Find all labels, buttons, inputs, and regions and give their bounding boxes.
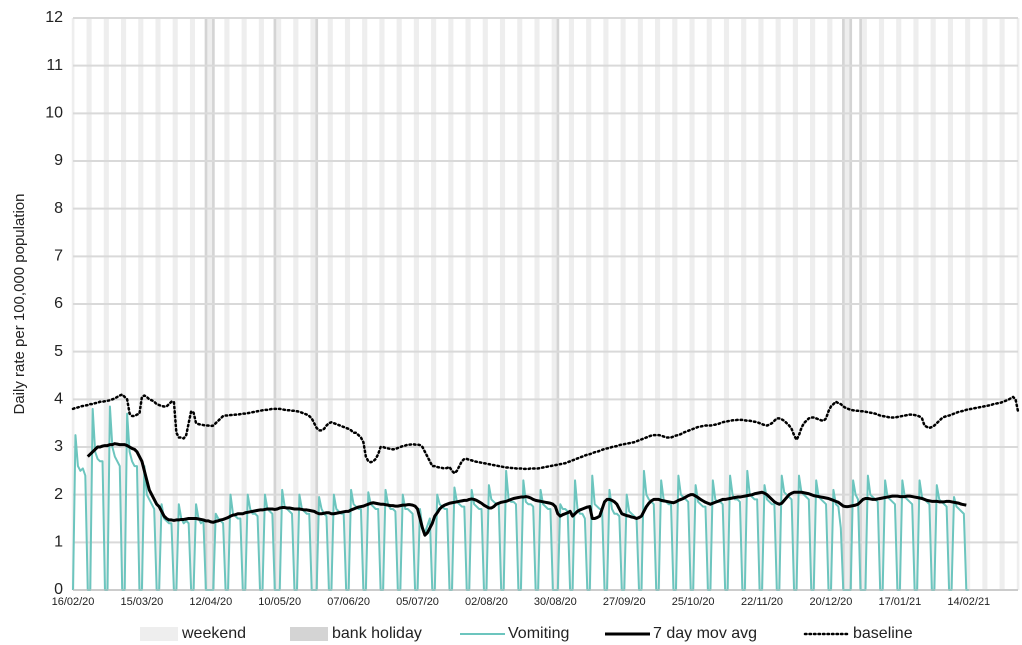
y-tick-label: 2	[54, 486, 63, 503]
x-tick-label: 16/02/20	[52, 596, 95, 608]
x-tick-label: 22/11/20	[741, 596, 783, 608]
legend-item: bank holiday	[290, 625, 422, 642]
series-line	[71, 393, 1020, 475]
x-tick-label: 20/12/20	[810, 596, 853, 608]
legend-label: weekend	[181, 625, 246, 642]
x-tick-label: 25/10/20	[672, 596, 715, 608]
x-tick-label: 27/09/20	[603, 596, 646, 608]
legend-item: 7 day mov avg	[605, 625, 757, 642]
y-tick-label: 8	[54, 200, 63, 217]
legend-label: bank holiday	[332, 625, 422, 642]
x-tick-label: 15/03/20	[120, 596, 163, 608]
grid	[73, 17, 1018, 591]
legend-item: baseline	[803, 625, 913, 642]
x-tick-label: 07/06/20	[327, 596, 370, 608]
y-axis-title: Daily rate per 100,000 population	[11, 194, 28, 415]
legend-swatch	[140, 627, 178, 641]
y-tick-label: 5	[54, 343, 63, 360]
x-tick-label: 14/02/21	[947, 596, 990, 608]
x-tick-label: 05/07/20	[396, 596, 439, 608]
y-tick-label: 6	[54, 295, 63, 312]
y-tick-label: 10	[45, 105, 63, 122]
y-tick-label: 0	[54, 581, 63, 598]
x-tick-label: 12/04/20	[189, 596, 232, 608]
x-tick-label: 17/01/21	[878, 596, 921, 608]
legend-label: Vomiting	[508, 625, 569, 642]
legend-item: Vomiting	[460, 625, 569, 642]
x-tick-label: 10/05/20	[258, 596, 301, 608]
legend-label: 7 day mov avg	[653, 625, 757, 642]
legend-swatch	[290, 627, 328, 641]
y-tick-label: 12	[45, 9, 63, 26]
column	[1016, 18, 1020, 590]
x-tick-label: 02/08/20	[465, 596, 508, 608]
y-tick-label: 3	[54, 438, 63, 455]
y-tick-label: 4	[54, 391, 63, 408]
y-tick-label: 7	[54, 248, 63, 265]
y-tick-label: 11	[46, 57, 63, 74]
series-line	[86, 442, 967, 537]
x-tick-label: 30/08/20	[534, 596, 577, 608]
legend-label: baseline	[853, 625, 913, 642]
legend-item: weekend	[140, 625, 246, 642]
lines	[71, 393, 1020, 591]
y-tick-label: 9	[54, 152, 63, 169]
y-tick-label: 1	[54, 534, 63, 551]
